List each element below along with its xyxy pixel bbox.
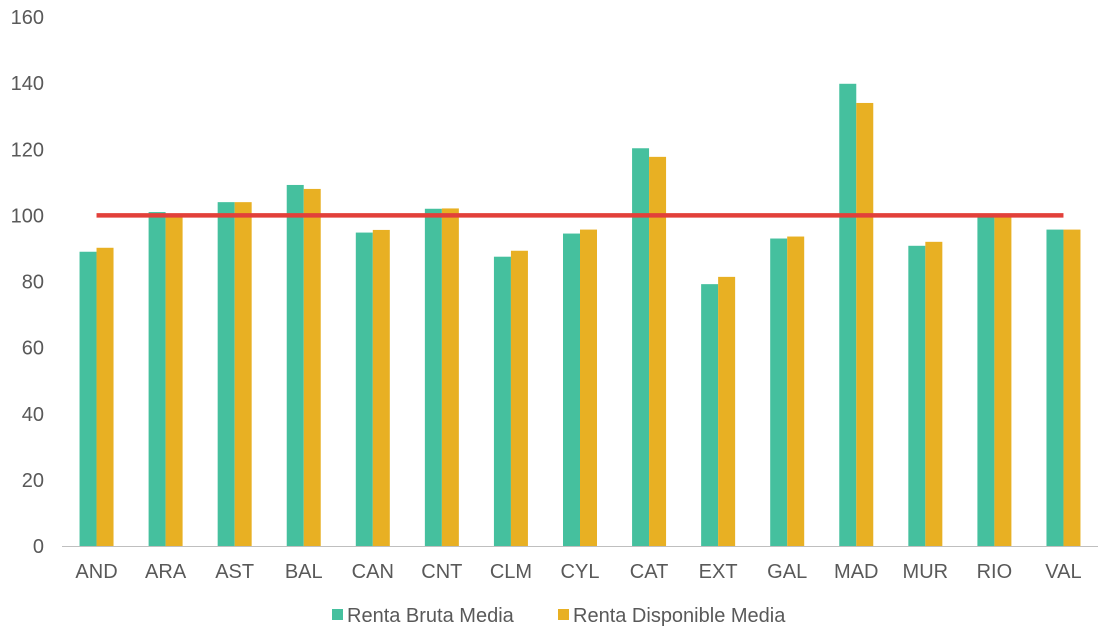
y-tick-label: 160 bbox=[11, 7, 44, 29]
x-tick-label-mad: MAD bbox=[834, 561, 878, 583]
bar-renta-disponible-media-and bbox=[96, 247, 114, 546]
bar-renta-bruta-media-can bbox=[355, 232, 373, 546]
bar-renta-bruta-media-bal bbox=[286, 184, 304, 546]
y-tick-label: 20 bbox=[22, 470, 44, 492]
x-tick-label-ast: AST bbox=[215, 561, 254, 583]
bar-renta-disponible-media-gal bbox=[787, 236, 805, 546]
x-tick-label-bal: BAL bbox=[285, 561, 323, 583]
bar-renta-bruta-media-ext bbox=[701, 284, 719, 546]
bar-renta-bruta-media-cyl bbox=[563, 233, 580, 546]
x-tick-label-and: AND bbox=[75, 561, 117, 583]
legend-swatch-renta-bruta-media bbox=[332, 609, 343, 620]
bar-renta-bruta-media-mad bbox=[839, 83, 857, 546]
bar-renta-disponible-media-bal bbox=[303, 188, 321, 547]
legend: Renta Bruta Media Renta Disponible Media bbox=[332, 605, 786, 627]
bars bbox=[79, 83, 1081, 547]
bar-renta-disponible-media-can bbox=[372, 229, 390, 547]
y-tick-label: 60 bbox=[22, 338, 44, 360]
x-tick-label-cnt: CNT bbox=[421, 561, 462, 583]
bar-renta-disponible-media-mad bbox=[856, 102, 874, 547]
bar-renta-disponible-media-ast bbox=[234, 202, 252, 546]
bar-renta-bruta-media-clm bbox=[493, 256, 511, 546]
bar-renta-bruta-media-rio bbox=[977, 215, 995, 546]
y-tick-label: 140 bbox=[11, 73, 44, 95]
bar-renta-disponible-media-ext bbox=[718, 276, 736, 546]
legend-swatch-renta-disponible-media bbox=[558, 609, 569, 620]
y-tick-label: 80 bbox=[22, 272, 44, 294]
bar-renta-bruta-media-ara bbox=[148, 212, 166, 546]
bar-renta-bruta-media-val bbox=[1046, 229, 1064, 547]
bar-renta-disponible-media-mur bbox=[925, 241, 943, 546]
bar-renta-bruta-media-and bbox=[79, 251, 97, 546]
bar-renta-bruta-media-mur bbox=[908, 245, 926, 547]
bar-renta-bruta-media-gal bbox=[770, 238, 788, 547]
x-tick-label-gal: GAL bbox=[767, 561, 807, 583]
bar-renta-disponible-media-cyl bbox=[580, 229, 597, 547]
x-tick-label-clm: CLM bbox=[490, 561, 532, 583]
y-tick-label: 100 bbox=[11, 205, 44, 227]
bar-renta-bruta-media-cnt bbox=[424, 208, 442, 546]
x-tick-label-can: CAN bbox=[352, 561, 394, 583]
bar-renta-disponible-media-cat bbox=[649, 156, 667, 546]
y-tick-label: 120 bbox=[11, 139, 44, 161]
bar-renta-bruta-media-ast bbox=[217, 202, 235, 546]
bar-renta-disponible-media-cnt bbox=[441, 208, 459, 546]
bar-renta-disponible-media-ara bbox=[165, 213, 183, 547]
x-tick-label-ext: EXT bbox=[699, 561, 738, 583]
bar-renta-disponible-media-clm bbox=[510, 250, 528, 546]
x-axis-ticks: AND ARA AST BAL CAN CNT CLM CYL CAT EXT GAL MAD MUR R… bbox=[75, 561, 1081, 583]
legend-label-renta-disponible-media: Renta Disponible Media bbox=[573, 605, 786, 627]
y-tick-label: 40 bbox=[22, 404, 44, 426]
bar-renta-bruta-media-cat bbox=[632, 148, 650, 546]
bar-renta-disponible-media-rio bbox=[994, 215, 1012, 546]
x-tick-label-cyl: CYL bbox=[561, 561, 600, 583]
legend-label-renta-bruta-media: Renta Bruta Media bbox=[347, 605, 515, 627]
x-tick-label-ara: ARA bbox=[145, 561, 187, 583]
y-tick-label: 0 bbox=[33, 536, 44, 558]
bar-renta-disponible-media-val bbox=[1063, 229, 1081, 547]
x-tick-label-cat: CAT bbox=[630, 561, 669, 583]
x-tick-label-mur: MUR bbox=[903, 561, 949, 583]
x-tick-label-rio: RIO bbox=[977, 561, 1013, 583]
x-tick-label-val: VAL bbox=[1045, 561, 1081, 583]
y-axis-ticks: 0 20 40 60 80 100 120 140 160 bbox=[11, 7, 44, 558]
